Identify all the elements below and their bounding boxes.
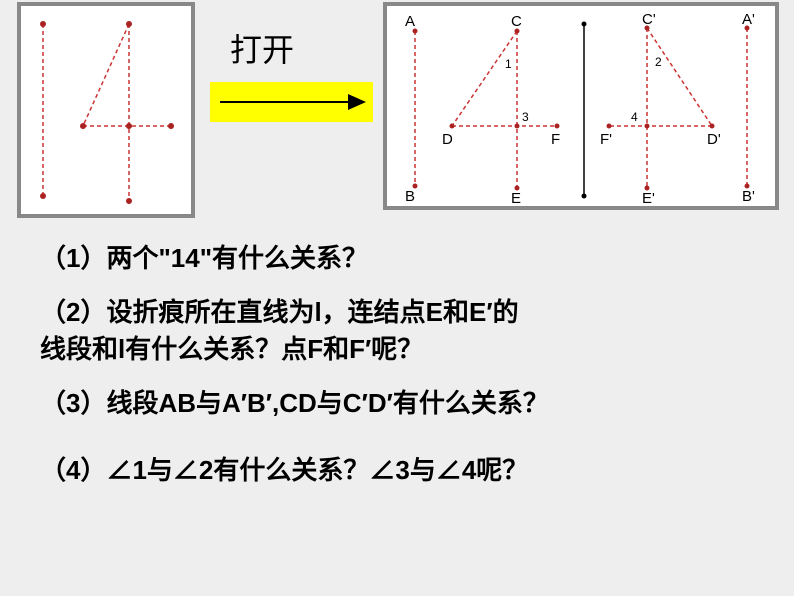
arrow-head-icon <box>348 94 366 110</box>
svg-text:E': E' <box>642 190 655 206</box>
diagram-area: 打开 A B C E D F A' B' C' E' D' F' 1 3 2 4 <box>0 0 794 225</box>
svg-text:4: 4 <box>631 110 638 124</box>
svg-text:A: A <box>405 13 415 30</box>
question-1: （1）两个"14"有什么关系？ <box>40 240 780 276</box>
question-2-line2: 线段和l有什么关系？点F和F′呢？ <box>40 334 423 364</box>
svg-text:B: B <box>405 188 415 205</box>
arrow-line <box>220 101 353 103</box>
svg-text:F': F' <box>600 131 612 148</box>
arrow <box>210 82 373 122</box>
left-figure-box <box>17 2 195 218</box>
question-3: （3）线段AB与A′B′,CD与C′D′有什么关系？ <box>40 385 780 421</box>
svg-text:1: 1 <box>505 57 512 71</box>
svg-text:F: F <box>551 131 560 148</box>
svg-text:C': C' <box>642 11 656 28</box>
svg-text:3: 3 <box>522 110 529 124</box>
right-figure-svg: A B C E D F A' B' C' E' D' F' 1 3 2 4 <box>387 6 775 206</box>
svg-text:B': B' <box>742 188 755 205</box>
open-label: 打开 <box>230 25 294 71</box>
svg-text:2: 2 <box>655 55 662 69</box>
question-2-line1: （2）设折痕所在直线为l，连结点E和E′的 <box>40 297 519 327</box>
right-figure-box: A B C E D F A' B' C' E' D' F' 1 3 2 4 <box>383 2 779 210</box>
svg-text:E: E <box>511 190 521 206</box>
svg-text:D: D <box>442 131 453 148</box>
question-2: （2）设折痕所在直线为l，连结点E和E′的 线段和l有什么关系？点F和F′呢？ <box>40 294 780 367</box>
left-figure-svg <box>21 6 191 214</box>
question-4: （4）∠1与∠2有什么关系？∠3与∠4呢？ <box>40 452 780 488</box>
svg-text:A': A' <box>742 11 755 28</box>
svg-text:C: C <box>511 13 522 30</box>
questions-block: （1）两个"14"有什么关系？ （2）设折痕所在直线为l，连结点E和E′的 线段… <box>40 240 780 506</box>
svg-text:D': D' <box>707 131 721 148</box>
